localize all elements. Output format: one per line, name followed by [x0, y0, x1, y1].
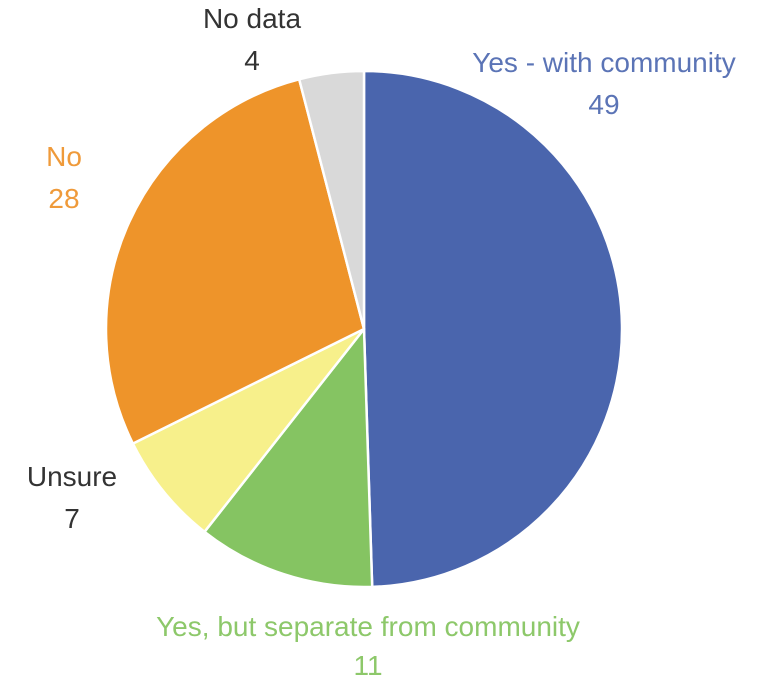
slice-value-unsure: 7 [64, 503, 80, 534]
pie-slice-yes-with-community [362, 69, 624, 589]
slice-label-no-data: No data [203, 3, 301, 34]
slice-label-no: No [46, 141, 82, 172]
slice-label-yes-with-community: Yes - with community [472, 47, 736, 78]
pie-labels: Yes - with community 49 Yes, but separate … [27, 3, 736, 681]
slice-value-yes-with-community: 49 [588, 89, 619, 120]
pie-slices [104, 69, 624, 589]
pie-slice-yes-but-separate-from-community [203, 327, 374, 589]
slice-value-yes-but-separate-from-community: 11 [353, 650, 382, 681]
pie-slice-no [104, 78, 366, 445]
slice-label-yes-but-separate-from-community: Yes, but separate from community [156, 611, 580, 642]
slice-label-unsure: Unsure [27, 461, 117, 492]
pie-slice-no-data [297, 69, 366, 331]
slice-value-no-data: 4 [244, 45, 260, 76]
pie-slice-unsure [131, 327, 366, 534]
slice-value-no: 28 [48, 183, 79, 214]
